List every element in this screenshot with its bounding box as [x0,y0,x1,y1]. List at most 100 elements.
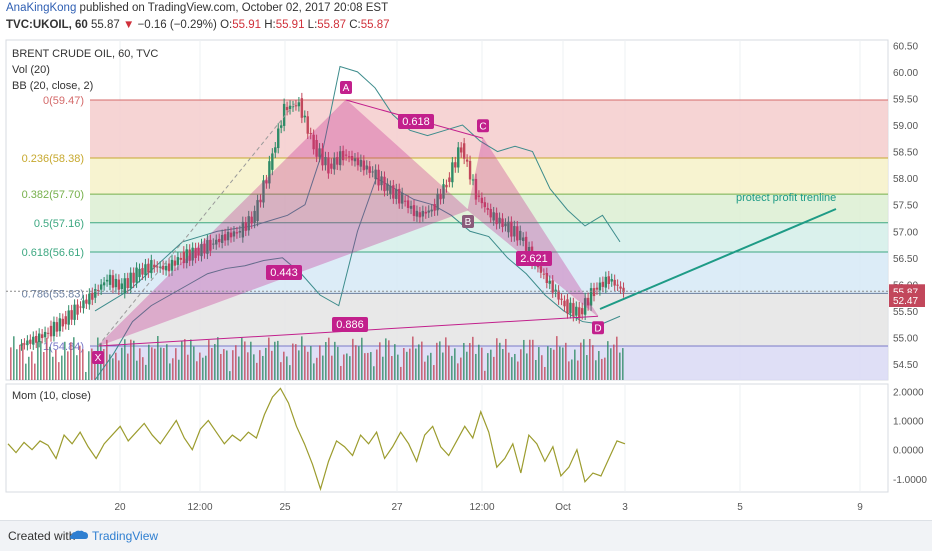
tradingview-logo-icon [70,530,88,539]
volume-bar [280,362,282,380]
candle-body [73,304,76,320]
volume-bar [385,338,387,380]
symbol-line: TVC:UKOIL, 60 55.87 ▼ −0.16 (−0.29%) O:5… [6,19,390,31]
price-change: −0.16 (−0.29%) [137,19,217,31]
ratio-label: 0.618 [402,116,430,128]
volume-bar [478,344,480,380]
candle-body [188,249,191,261]
candle-body [365,165,368,170]
candle-body [495,212,498,225]
candle-body [182,251,185,264]
volume-bar [601,358,603,380]
candle-body [427,210,430,213]
fib-band [90,251,888,294]
dashed-projection-line [97,101,297,347]
time-tick-label: 12:00 [469,502,494,513]
volume-bar [493,356,495,380]
candle-body [465,159,469,162]
candle-body [400,193,404,204]
ohlc-open-key: O: [220,19,233,31]
volume-bar [514,353,516,380]
volume-bar [292,343,294,380]
volume-bar [418,344,420,380]
volume-bar [562,347,564,380]
fib-band [90,194,888,223]
volume-bar [439,341,441,380]
volume-bar [610,348,612,380]
volume-bar [64,341,66,380]
candle-body [61,318,64,327]
time-tick-label: 27 [391,502,403,513]
candle-body [454,162,457,168]
volume-bar [496,338,498,380]
volume-bar [133,340,135,380]
candle-body [32,336,35,345]
candle-body [102,282,106,286]
volume-bar [346,353,348,380]
volume-bar [538,347,540,380]
protect-profit-trendline[interactable] [599,208,837,310]
tradingview-link[interactable]: TradingView [92,529,159,543]
volume-bar [34,363,36,380]
fib-level-label: 0.382(57.70) [22,189,84,201]
candle-body [144,264,147,276]
bb-legend[interactable]: BB (20, close, 2) [12,80,94,92]
volume-bar [622,348,624,380]
volume-bar [490,349,492,380]
time-tick-label: Oct [555,502,571,513]
volume-bar [190,339,192,380]
volume-bar [427,355,429,380]
candle-body [262,180,265,203]
candle-body [545,272,548,284]
candle-body [132,272,135,283]
price-tick-label: 55.50 [893,307,918,318]
volume-bar [415,348,417,380]
volume-bar [238,356,240,380]
candle-body [551,280,554,293]
pattern-point-marker [592,321,604,335]
candle-body [303,115,306,118]
volume-bar [445,337,447,380]
candle-body [412,205,416,216]
candle-body [542,273,546,275]
volume-bar [583,339,585,380]
volume-bar [40,341,42,380]
candle-body [560,298,563,300]
volume-bar [244,341,246,380]
volume-bar [250,341,252,380]
price-tick-label: 56.50 [893,254,918,265]
candle-body [123,278,126,294]
volume-bar [604,357,606,380]
fib-band [90,157,888,195]
volume-bar [247,352,249,380]
volume-bar [517,361,519,380]
candle-body [418,212,422,218]
volume-bar [442,352,444,380]
chart-svg[interactable]: 0(59.47) 0.236(58.38) 0.382(57.70) 0.5(57.1… [0,0,932,520]
author-link[interactable]: AnaKingKong [6,2,77,14]
mom-legend[interactable]: Mom (10, close) [12,390,91,402]
volume-bar [388,340,390,380]
volume-bar [484,370,486,380]
volume-bar [574,349,576,380]
candle-body [471,179,475,181]
candle-body [339,151,342,166]
momentum-tick-label: 0.0000 [893,446,924,457]
candle-body [442,184,445,199]
volume-bar [313,363,315,380]
volume-bar [619,352,621,380]
candle-body [153,264,156,268]
volume-bar [526,353,528,380]
volume-bar [508,352,510,380]
candle-body [398,188,401,204]
volume-bar [565,342,567,380]
fib-band [90,293,888,346]
volume-bar [409,348,411,380]
price-tick-label: 54.50 [893,360,918,371]
volume-bar [157,336,159,380]
volume-bar [316,357,318,380]
vol-legend[interactable]: Vol (20) [12,64,50,76]
volume-bar [61,355,63,380]
candle-body [120,283,124,289]
candle-body [486,208,489,210]
